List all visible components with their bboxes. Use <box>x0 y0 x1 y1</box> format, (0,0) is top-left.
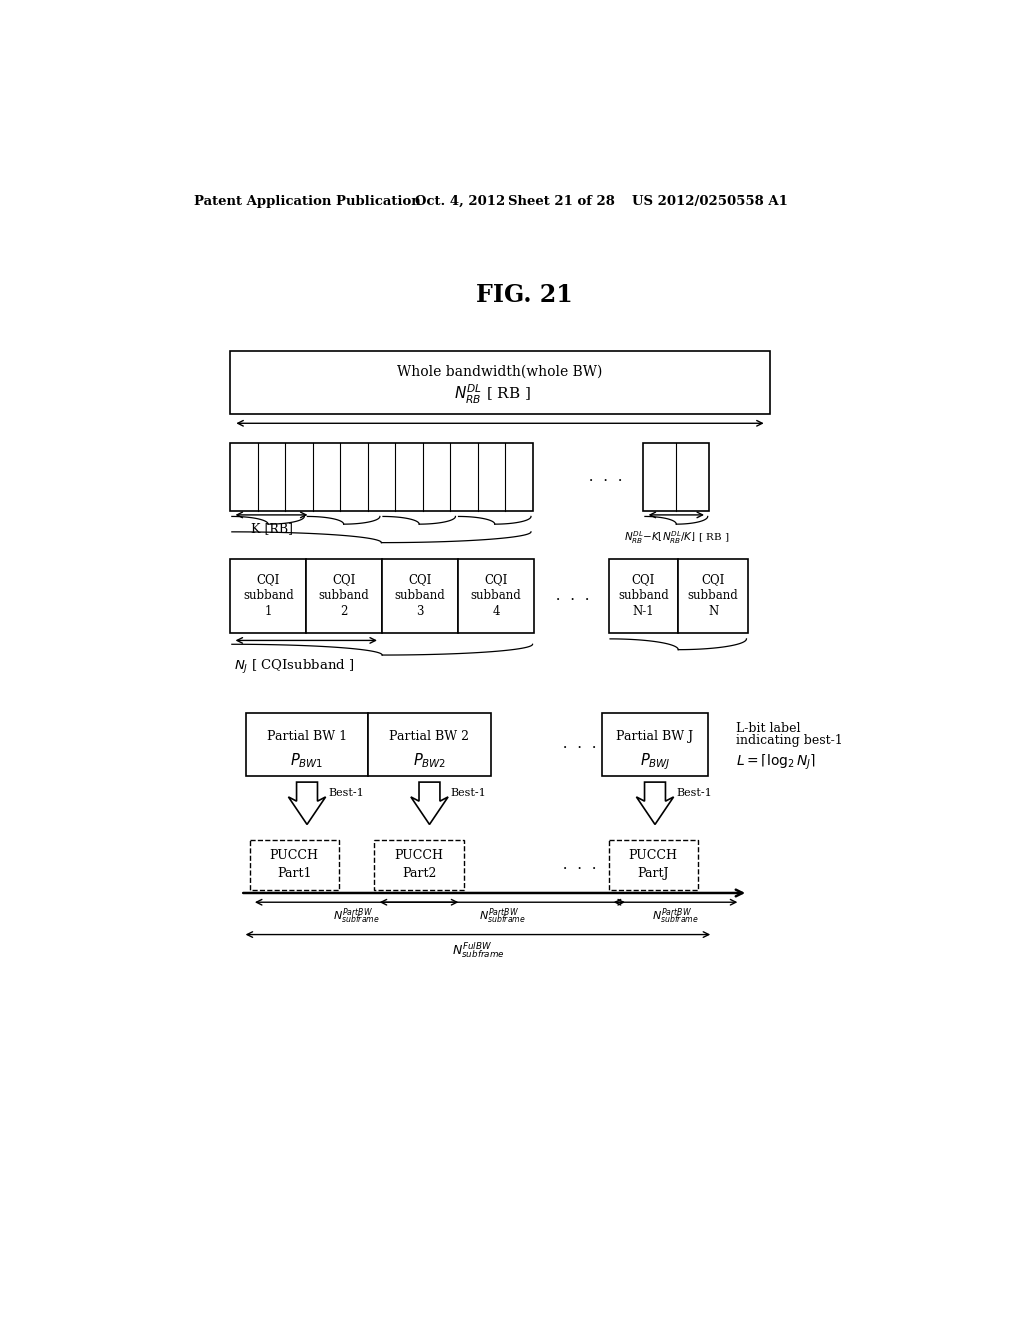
FancyBboxPatch shape <box>602 713 708 776</box>
FancyBboxPatch shape <box>230 444 532 511</box>
Text: Best-1: Best-1 <box>451 788 486 797</box>
Text: $N_{subframe}^{PartBW}$: $N_{subframe}^{PartBW}$ <box>479 907 525 927</box>
FancyBboxPatch shape <box>246 713 369 776</box>
Text: Partial BW 1: Partial BW 1 <box>267 730 347 743</box>
Text: CQI
subband
1: CQI subband 1 <box>243 573 294 618</box>
FancyBboxPatch shape <box>250 840 339 890</box>
FancyBboxPatch shape <box>608 840 697 890</box>
Text: $N_{subframe}^{PartBW}$: $N_{subframe}^{PartBW}$ <box>652 907 699 927</box>
Text: Partial BW J: Partial BW J <box>616 730 693 743</box>
Text: Partial BW 2: Partial BW 2 <box>389 730 469 743</box>
Text: FIG. 21: FIG. 21 <box>476 284 573 308</box>
Text: $P_{BWJ}$: $P_{BWJ}$ <box>640 751 671 772</box>
Text: Sheet 21 of 28: Sheet 21 of 28 <box>508 194 614 207</box>
FancyBboxPatch shape <box>230 558 306 632</box>
FancyBboxPatch shape <box>375 840 464 890</box>
Text: Best-1: Best-1 <box>676 788 712 797</box>
Polygon shape <box>411 781 449 825</box>
Text: .  .  .: . . . <box>553 858 596 873</box>
FancyBboxPatch shape <box>306 558 382 632</box>
Text: PUCCH
Part1: PUCCH Part1 <box>269 849 318 880</box>
Text: $P_{BW2}$: $P_{BW2}$ <box>413 751 446 770</box>
Text: .  .  .: . . . <box>547 589 590 603</box>
FancyBboxPatch shape <box>230 351 770 414</box>
Text: $N_{RB}^{DL}$ [ RB ]: $N_{RB}^{DL}$ [ RB ] <box>454 383 530 407</box>
FancyBboxPatch shape <box>608 558 678 632</box>
Polygon shape <box>289 781 326 825</box>
FancyBboxPatch shape <box>369 713 490 776</box>
Text: Oct. 4, 2012: Oct. 4, 2012 <box>415 194 505 207</box>
Polygon shape <box>636 781 674 825</box>
Text: $N_J$ [ CQIsubband ]: $N_J$ [ CQIsubband ] <box>234 659 354 676</box>
Text: .  .  .: . . . <box>579 470 623 484</box>
FancyBboxPatch shape <box>678 558 748 632</box>
Text: CQI
subband
N-1: CQI subband N-1 <box>618 573 669 618</box>
FancyBboxPatch shape <box>382 558 458 632</box>
Text: CQI
subband
2: CQI subband 2 <box>318 573 370 618</box>
Text: PUCCH
Part2: PUCCH Part2 <box>394 849 443 880</box>
Text: CQI
subband
3: CQI subband 3 <box>395 573 445 618</box>
Text: $N_{RB}^{DL}$$-K\lfloor N_{RB}^{DL}/K\rfloor$ [ RB ]: $N_{RB}^{DL}$$-K\lfloor N_{RB}^{DL}/K\rf… <box>624 529 729 545</box>
FancyBboxPatch shape <box>643 444 710 511</box>
Text: Patent Application Publication: Patent Application Publication <box>194 194 421 207</box>
Text: $N_{subframe}^{FulBW}$: $N_{subframe}^{FulBW}$ <box>452 940 504 960</box>
Text: $L = \lceil \log_2 N_J \rceil$: $L = \lceil \log_2 N_J \rceil$ <box>736 752 816 772</box>
Text: CQI
subband
4: CQI subband 4 <box>471 573 521 618</box>
Text: Best-1: Best-1 <box>329 788 365 797</box>
Text: $P_{BW1}$: $P_{BW1}$ <box>290 751 324 770</box>
FancyBboxPatch shape <box>458 558 535 632</box>
Text: K [RB]: K [RB] <box>251 523 293 536</box>
Text: Whole bandwidth(whole BW): Whole bandwidth(whole BW) <box>397 364 603 379</box>
Text: $N_{subframe}^{PartBW}$: $N_{subframe}^{PartBW}$ <box>333 907 380 927</box>
Text: US 2012/0250558 A1: US 2012/0250558 A1 <box>632 194 787 207</box>
Text: CQI
subband
N: CQI subband N <box>688 573 738 618</box>
Text: .  .  .: . . . <box>553 738 596 751</box>
Text: PUCCH
PartJ: PUCCH PartJ <box>629 849 678 880</box>
Text: indicating best-1: indicating best-1 <box>736 734 843 747</box>
Text: L-bit label: L-bit label <box>736 722 801 735</box>
